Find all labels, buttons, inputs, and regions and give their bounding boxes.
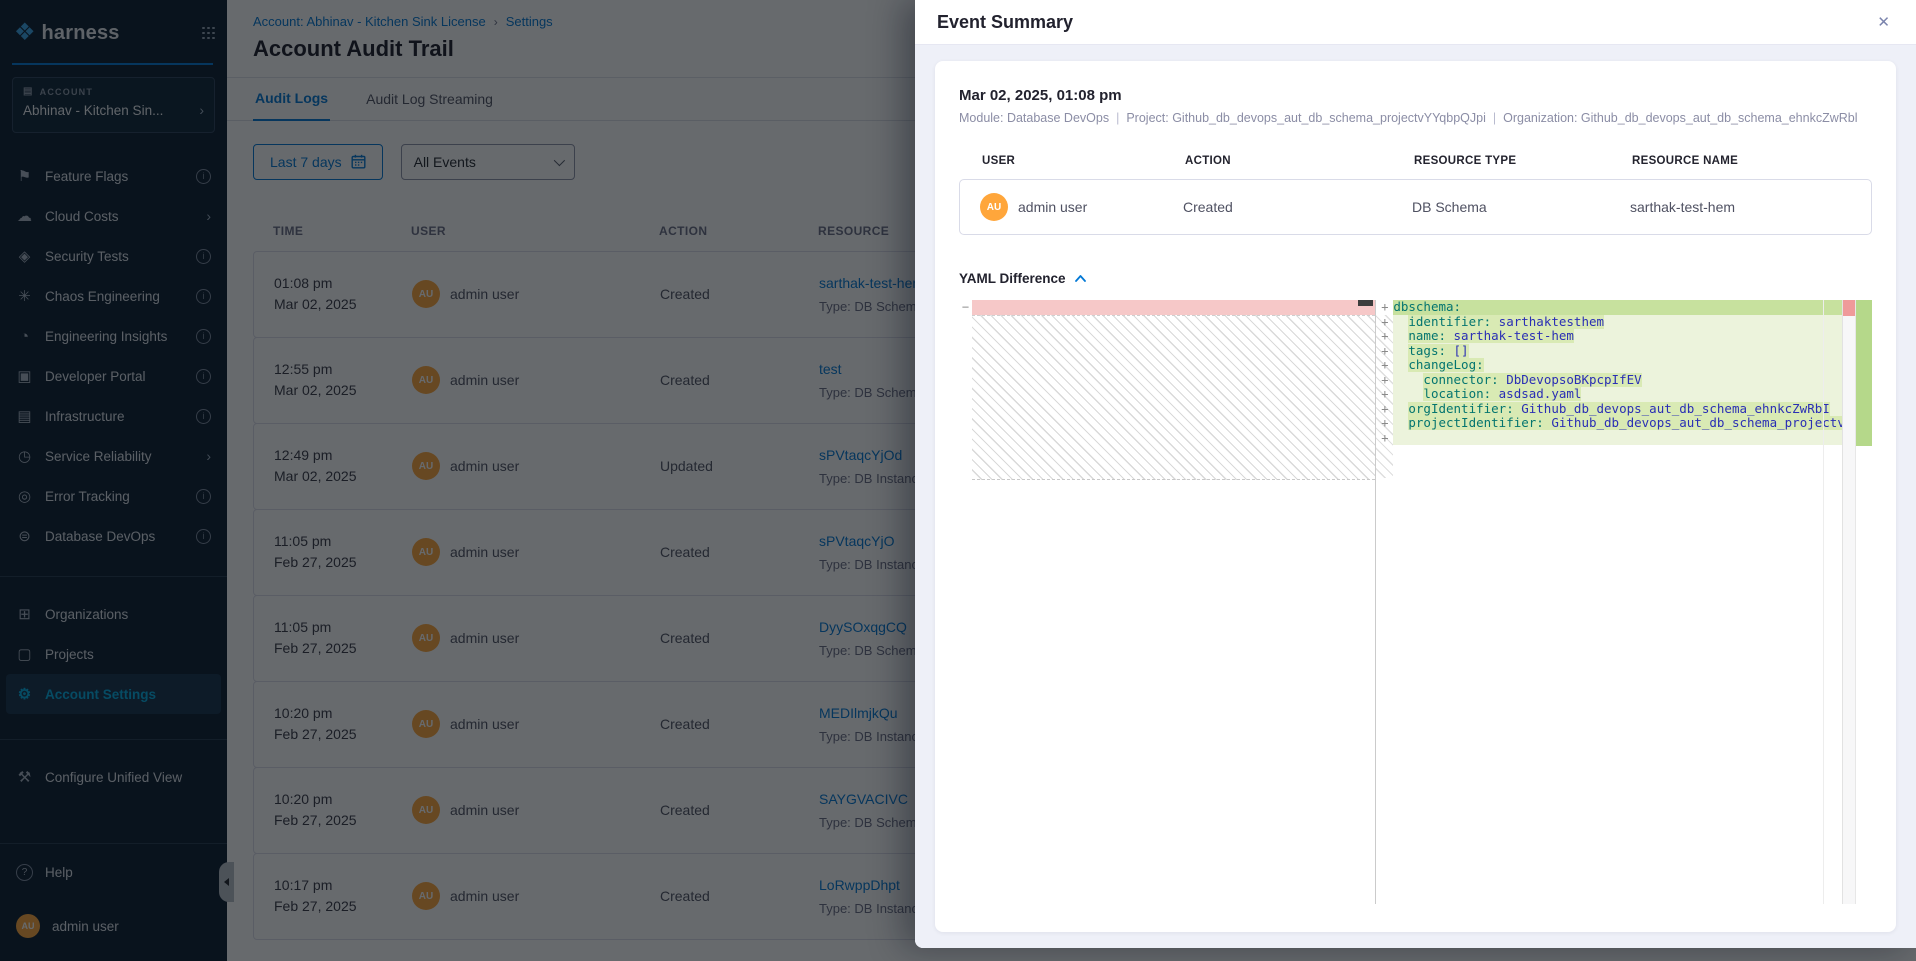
- summary-table-header: USER ACTION RESOURCE TYPE RESOURCE NAME: [959, 155, 1872, 167]
- diff-added-marker: +: [1376, 402, 1393, 417]
- yaml-value: sarthaktesthem: [1491, 315, 1604, 329]
- yaml-value: Github_db_devops_aut_db_schema_ehnkcZwRb…: [1514, 402, 1830, 416]
- yaml-key: changeLog:: [1408, 358, 1483, 372]
- meta-organization: Organization: Github_db_devops_aut_db_sc…: [1503, 111, 1857, 125]
- yaml-key: tags:: [1408, 344, 1446, 358]
- diff-pane-after: + dbschema: + identifier:sarthaktesthem …: [1376, 300, 1872, 904]
- drawer-header: Event Summary ✕: [915, 0, 1916, 45]
- close-icon[interactable]: ✕: [1873, 9, 1894, 35]
- editor-ruler-line: [1823, 300, 1824, 904]
- diff-added-marker: +: [1376, 431, 1393, 446]
- diff-line: + location:asdsad.yaml: [1376, 387, 1842, 402]
- diff-removed-notch: [1358, 300, 1373, 306]
- diff-removed-marker: −: [959, 300, 972, 315]
- diff-added-lines: + dbschema: + identifier:sarthaktesthem …: [1376, 300, 1842, 445]
- yaml-key: projectIdentifier:: [1408, 416, 1543, 430]
- diff-line: + connector:DbDevopsoBKpcpIfEV: [1376, 373, 1842, 388]
- yaml-value: DbDevopsoBKpcpIfEV: [1499, 373, 1642, 387]
- yaml-key: connector:: [1423, 373, 1498, 387]
- meta-separator: |: [1493, 111, 1496, 125]
- diff-line: + identifier:sarthaktesthem: [1376, 315, 1842, 330]
- diff-added-marker: +: [1376, 387, 1393, 402]
- column-resource-name: RESOURCE NAME: [1632, 155, 1872, 167]
- yaml-key: name:: [1408, 329, 1446, 343]
- diff-line: + name:sarthak-test-hem: [1376, 329, 1842, 344]
- event-summary-drawer: Event Summary ✕ Mar 02, 2025, 01:08 pm M…: [915, 0, 1916, 948]
- summary-table-row: AU admin user Created DB Schema sarthak-…: [959, 179, 1872, 235]
- yaml-difference-label: YAML Difference: [959, 271, 1066, 286]
- yaml-key: location:: [1423, 387, 1491, 401]
- diff-added-marker: +: [1376, 329, 1393, 344]
- meta-project: Project: Github_db_devops_aut_db_schema_…: [1126, 111, 1486, 125]
- diff-overview-added-marker: [1856, 300, 1872, 446]
- yaml-value: Github_db_devops_aut_db_schema_projectvY…: [1544, 416, 1842, 430]
- diff-scrollbar-track[interactable]: [1842, 300, 1856, 904]
- diff-removed-bar: [972, 300, 1375, 315]
- event-summary-card: Mar 02, 2025, 01:08 pm Module: Database …: [935, 61, 1896, 932]
- yaml-key: identifier:: [1408, 315, 1491, 329]
- diff-added-marker: +: [1376, 300, 1393, 315]
- yaml-key: dbschema:: [1393, 300, 1461, 314]
- diff-pane-before: −: [959, 300, 1375, 904]
- yaml-value: sarthak-test-hem: [1446, 329, 1574, 343]
- chevron-up-icon: [1075, 275, 1086, 282]
- yaml-key: orgIdentifier:: [1408, 402, 1513, 416]
- meta-module: Module: Database DevOps: [959, 111, 1109, 125]
- diff-line: +: [1376, 431, 1842, 446]
- yaml-value: []: [1446, 344, 1469, 358]
- drawer-title: Event Summary: [937, 12, 1073, 33]
- yaml-value: asdsad.yaml: [1491, 387, 1581, 401]
- diff-added-marker: +: [1376, 416, 1393, 431]
- diff-added-marker: +: [1376, 358, 1393, 373]
- diff-line: + dbschema:: [1376, 300, 1842, 315]
- diff-added-marker: +: [1376, 315, 1393, 330]
- drawer-body: Mar 02, 2025, 01:08 pm Module: Database …: [915, 45, 1916, 948]
- column-resource-type: RESOURCE TYPE: [1414, 155, 1632, 167]
- resource-name: sarthak-test-hem: [1630, 199, 1871, 215]
- diff-line: + orgIdentifier:Github_db_devops_aut_db_…: [1376, 402, 1842, 417]
- event-meta: Module: Database DevOps | Project: Github_…: [959, 111, 1872, 125]
- resource-type: DB Schema: [1412, 199, 1630, 215]
- yaml-diff-viewer: − + dbschema: + identifier:sarthaktesthe…: [959, 300, 1872, 904]
- event-action: Created: [1183, 199, 1412, 215]
- diff-line: + projectIdentifier:Github_db_devops_aut…: [1376, 416, 1842, 431]
- event-timestamp: Mar 02, 2025, 01:08 pm: [959, 87, 1872, 104]
- diff-filler-hatch: [972, 315, 1375, 480]
- column-action: ACTION: [1185, 155, 1414, 167]
- diff-added-marker: +: [1376, 344, 1393, 359]
- diff-line: + tags:[]: [1376, 344, 1842, 359]
- user-avatar: AU: [980, 193, 1008, 221]
- user-name: admin user: [1018, 199, 1087, 215]
- diff-added-marker: +: [1376, 373, 1393, 388]
- column-user: USER: [982, 155, 1185, 167]
- diff-overview-removed-marker: [1843, 300, 1855, 316]
- yaml-difference-toggle[interactable]: YAML Difference: [959, 271, 1872, 286]
- meta-separator: |: [1116, 111, 1119, 125]
- diff-line: + changeLog:: [1376, 358, 1842, 373]
